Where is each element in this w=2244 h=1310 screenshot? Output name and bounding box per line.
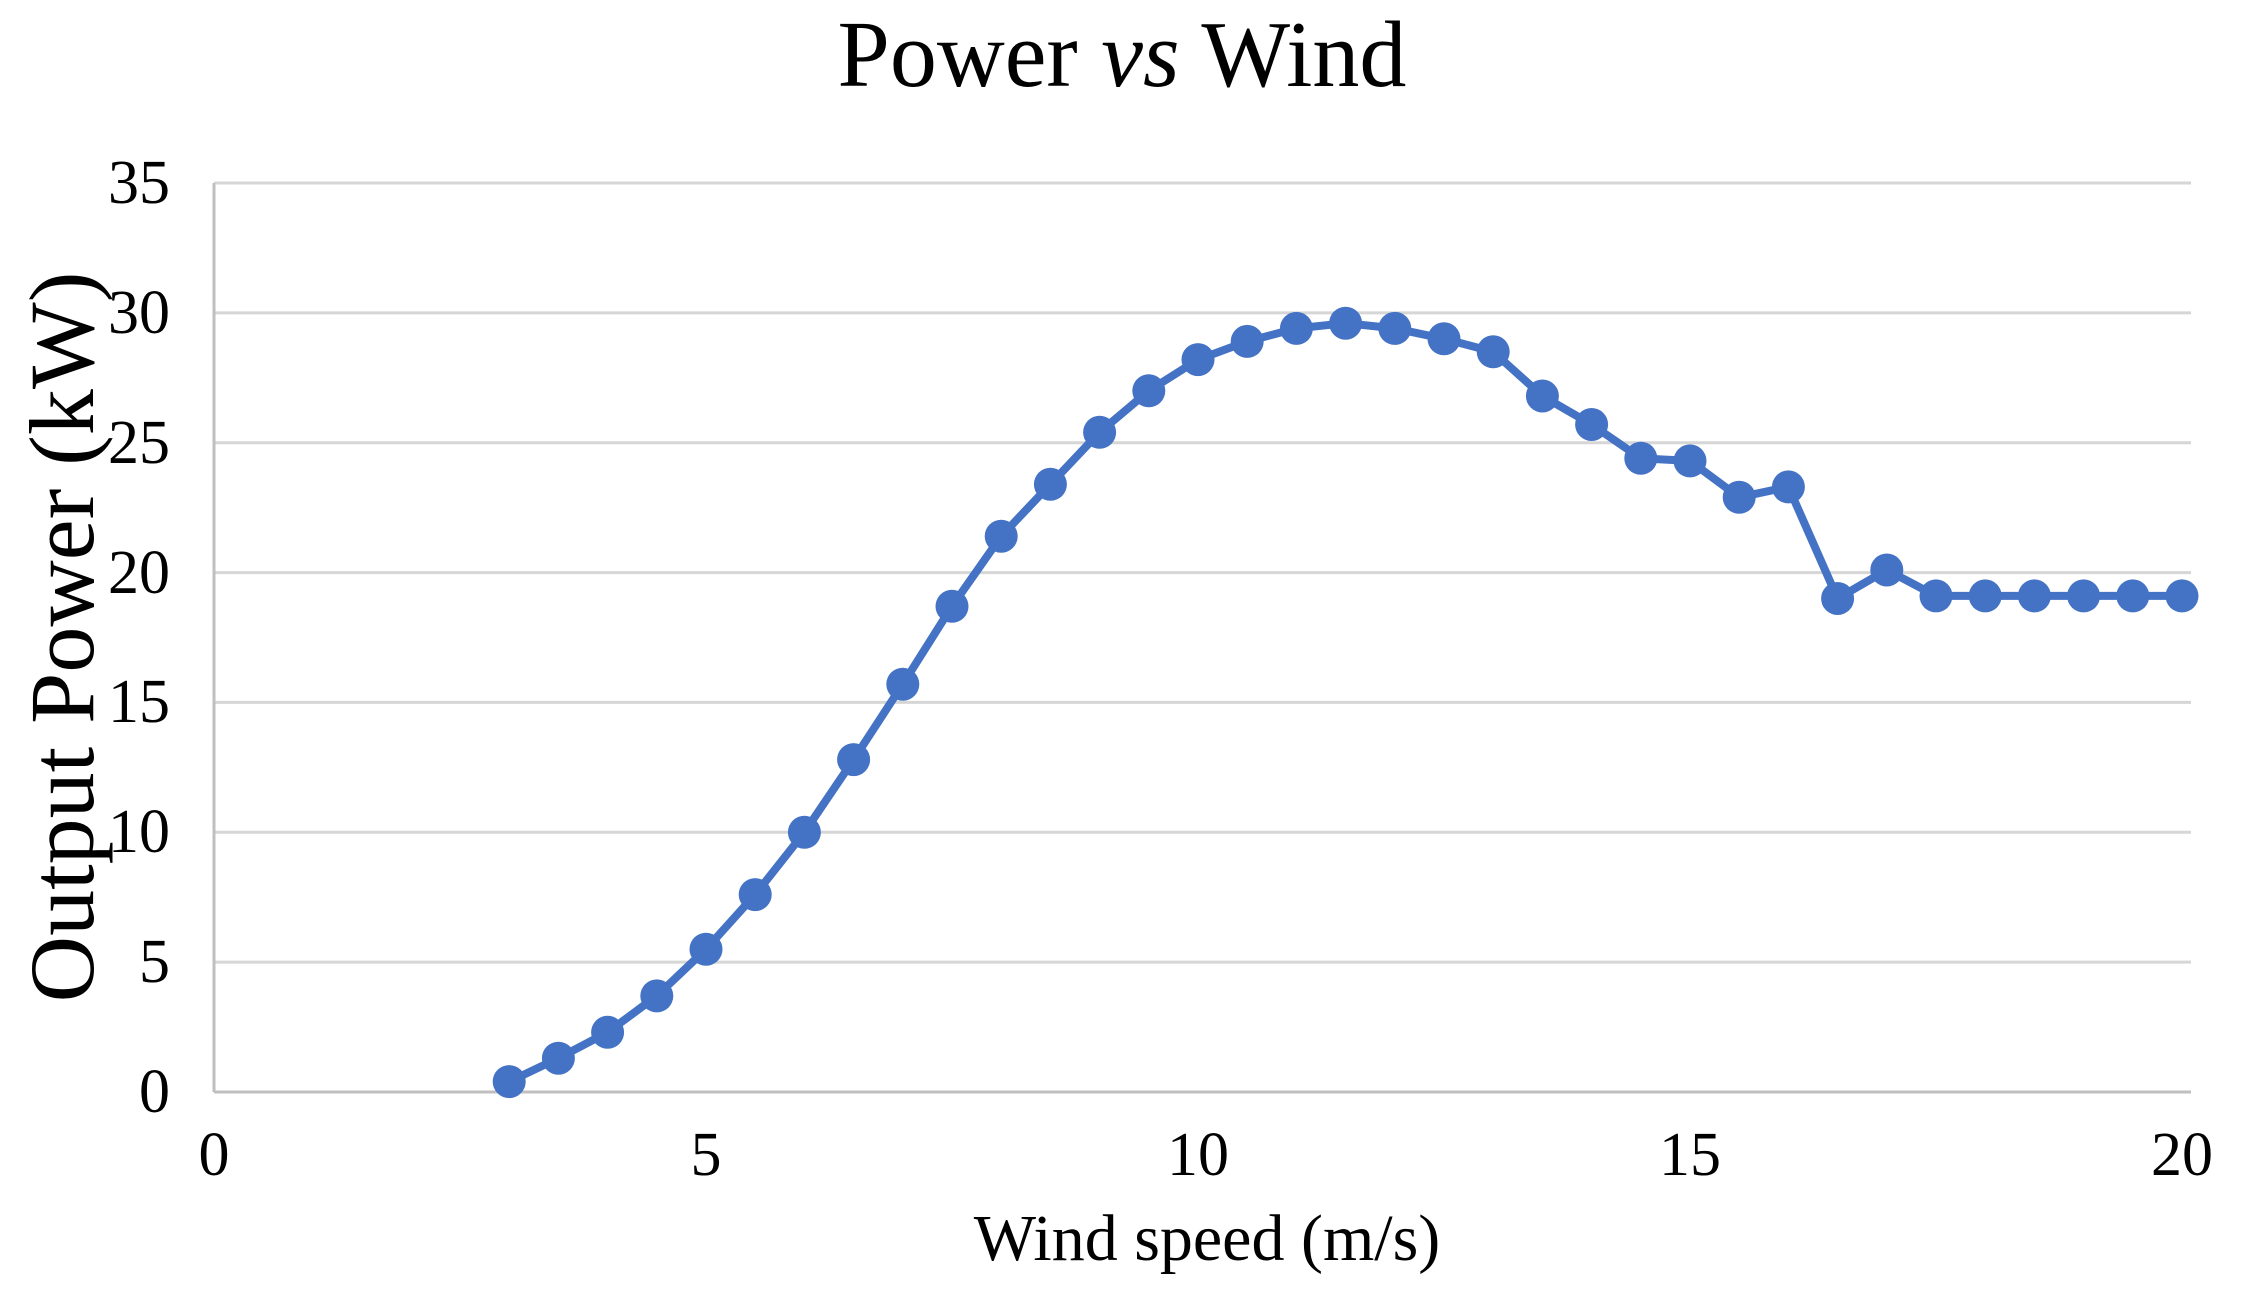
data-point-9: [1083, 415, 1117, 449]
axis-group: [212, 183, 2191, 1094]
data-point-3.5: [541, 1041, 575, 1075]
x-tick-label-0: 0: [198, 1121, 230, 1189]
data-point-17: [1870, 553, 1904, 587]
data-point-12.5: [1427, 322, 1461, 356]
data-point-5.5: [738, 878, 772, 912]
data-point-5: [689, 932, 723, 966]
data-point-15: [1673, 444, 1707, 478]
data-point-8: [984, 519, 1018, 553]
y-tick-label-30: 30: [108, 278, 170, 347]
data-point-15.5: [1722, 480, 1756, 514]
data-point-16.5: [1821, 582, 1855, 615]
data-point-18.5: [2017, 579, 2051, 613]
data-point-3: [492, 1065, 526, 1099]
data-point-7.5: [935, 589, 969, 623]
data-point-18: [1968, 579, 2002, 613]
x-tick-label-15: 15: [1659, 1121, 1721, 1189]
data-point-4: [591, 1015, 625, 1049]
data-point-6: [787, 815, 821, 849]
data-point-17.5: [1919, 579, 1953, 613]
chart-title-pre: Power: [837, 3, 1102, 107]
y-tick-label-25: 25: [108, 408, 170, 477]
data-point-20: [2165, 579, 2199, 613]
y-tick-label-15: 15: [108, 668, 170, 737]
data-point-11.5: [1329, 306, 1363, 340]
y-axis-title: Output Power (kW): [11, 271, 113, 1003]
x-tick-label-5: 5: [690, 1121, 722, 1189]
chart-title: Power vs Wind: [0, 6, 2244, 105]
data-point-11: [1279, 311, 1313, 345]
data-point-6.5: [837, 743, 871, 777]
y-tick-label-0: 0: [139, 1058, 170, 1126]
data-point-13: [1476, 335, 1510, 369]
x-tick-label-10: 10: [1167, 1121, 1229, 1189]
gridlines-group: [214, 181, 2191, 964]
data-point-10: [1181, 343, 1215, 377]
y-tick-label-5: 5: [139, 928, 170, 997]
data-point-4.5: [640, 979, 674, 1013]
data-point-9.5: [1132, 374, 1166, 408]
data-point-14.5: [1624, 441, 1658, 475]
x-axis-title: Wind speed (m/s): [973, 1202, 1441, 1275]
data-point-12: [1378, 311, 1412, 345]
y-tick-label-20: 20: [108, 538, 170, 607]
data-point-8.5: [1033, 467, 1067, 501]
data-point-19: [2067, 579, 2101, 613]
y-tick-label-35: 35: [108, 149, 170, 217]
chart-title-post: Wind: [1179, 3, 1407, 107]
y-tick-label-10: 10: [108, 798, 170, 867]
data-point-19.5: [2116, 579, 2150, 613]
data-point-14: [1575, 408, 1609, 441]
data-point-7: [886, 667, 920, 701]
markers-group: [492, 306, 2199, 1099]
chart-title-vs-italic: vs: [1101, 3, 1180, 107]
data-point-10.5: [1230, 324, 1264, 358]
data-point-13.5: [1525, 379, 1559, 413]
data-point-16: [1771, 470, 1805, 504]
x-tick-label-20: 20: [2151, 1121, 2213, 1189]
